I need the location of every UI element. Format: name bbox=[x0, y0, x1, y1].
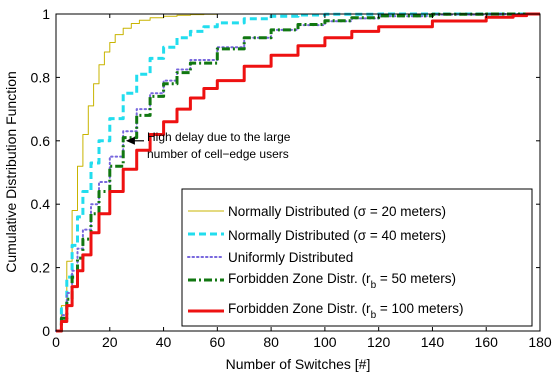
x-tick-label-0: 0 bbox=[52, 334, 60, 350]
plot-frame bbox=[55, 13, 541, 332]
series-line-1 bbox=[56, 12, 540, 333]
x-tick-label-180: 180 bbox=[528, 334, 552, 350]
axis-ticks: 0 20 40 60 80 100 120 140 160 180 0 0.2 0.4 0.6 0.8 1 bbox=[31, 6, 552, 350]
annotation-arrow-head bbox=[125, 136, 135, 145]
plot-marks bbox=[55, 12, 541, 333]
y-tick-label-0.4: 0.4 bbox=[31, 196, 51, 212]
legend-box bbox=[181, 188, 533, 327]
legend-entry-normal-sigma-20: Normally Distributed (σ = 20 meters) bbox=[188, 204, 446, 219]
legend-entry-normal-sigma-40: Normally Distributed (σ = 40 meters) bbox=[188, 228, 446, 243]
x-tick-label-100: 100 bbox=[313, 334, 337, 350]
y-axis-label: Cumulative Distribution Function bbox=[3, 71, 19, 273]
x-tick-label-140: 140 bbox=[421, 334, 445, 350]
x-tick-label-20: 20 bbox=[102, 334, 118, 350]
x-axis-label: Number of Switches [#] bbox=[226, 356, 371, 372]
legend-entry-forbidden-100: Forbidden Zone Distr. (rb = 100 meters) bbox=[188, 301, 464, 321]
series-line-4 bbox=[56, 12, 540, 333]
y-tick-label-1: 1 bbox=[42, 6, 50, 22]
legend-label-normal-sigma-40: Normally Distributed (σ = 40 meters) bbox=[228, 228, 446, 243]
x-tick-label-60: 60 bbox=[210, 334, 226, 350]
y-tick-label-0.6: 0.6 bbox=[31, 133, 51, 149]
annotation-line-1: High delay due to the large bbox=[147, 130, 291, 144]
annotation-line-2: number of cell−edge users bbox=[147, 147, 289, 161]
annotation: High delay due to the large number of ce… bbox=[125, 130, 291, 161]
x-tick-label-160: 160 bbox=[475, 334, 499, 350]
series-line-3 bbox=[56, 12, 540, 333]
y-tick-label-0.2: 0.2 bbox=[31, 260, 51, 276]
legend: Normally Distributed (σ = 20 meters) Nor… bbox=[181, 188, 533, 327]
y-tick-label-0.8: 0.8 bbox=[31, 69, 51, 85]
legend-label-forbidden-100: Forbidden Zone Distr. (rb = 100 meters) bbox=[228, 301, 464, 321]
legend-label-forbidden-50: Forbidden Zone Distr. (rb = 50 meters) bbox=[228, 271, 456, 291]
x-tick-label-40: 40 bbox=[156, 334, 172, 350]
legend-label-normal-sigma-20: Normally Distributed (σ = 20 meters) bbox=[228, 204, 446, 219]
legend-entry-forbidden-50: Forbidden Zone Distr. (rb = 50 meters) bbox=[188, 271, 456, 291]
y-tick-label-0: 0 bbox=[42, 323, 50, 339]
legend-entry-uniform: Uniformly Distributed bbox=[187, 250, 353, 265]
x-tick-label-80: 80 bbox=[263, 334, 279, 350]
legend-label-uniform: Uniformly Distributed bbox=[228, 250, 353, 265]
x-tick-label-120: 120 bbox=[367, 334, 391, 350]
